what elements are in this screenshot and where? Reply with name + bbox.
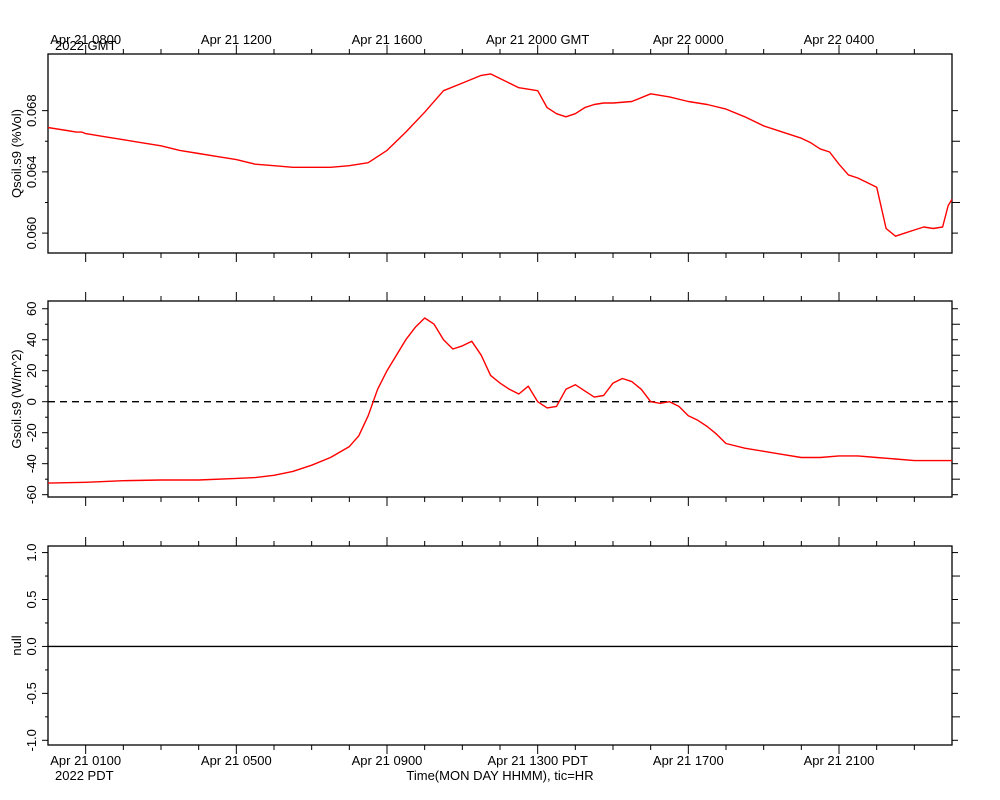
bottom-time-axis: Apr 21 0100 Apr 21 0500 Apr 21 0900 Apr 21 …	[50, 753, 874, 783]
x-axis-title: Time(MON DAY HHMM), tic=HR	[406, 768, 593, 783]
bottom-axis-label: Apr 21 2100	[804, 753, 875, 768]
bottom-axis-label: Apr 21 1300 PDT	[487, 753, 588, 768]
y-tick-label: -20	[24, 423, 39, 442]
y-tick-label: -0.5	[24, 682, 39, 704]
panel-3: -1.0 -0.5 0.0 0.5 1.0 null	[9, 537, 960, 754]
y-tick-label: -1.0	[24, 729, 39, 751]
y-tick-label: -60	[24, 485, 39, 504]
y-tick-label: 60	[24, 302, 39, 316]
panel-frame	[47, 545, 953, 746]
y-tick-label: 0.064	[24, 156, 39, 189]
bottom-axis-label: Apr 21 1700	[653, 753, 724, 768]
panel-frame	[47, 53, 953, 254]
y-tick-label: 0	[24, 398, 39, 405]
top-axis-label: Apr 21 1600	[352, 32, 423, 47]
top-axis-label: Apr 22 0000	[653, 32, 724, 47]
y-tick-label: 40	[24, 333, 39, 347]
top-axis-label: Apr 21 1200	[201, 32, 272, 47]
y-axis-label: Gsoil.s9 (W/m^2)	[9, 349, 24, 448]
y-tick-label: 1.0	[24, 544, 39, 562]
y-tick-label: 20	[24, 363, 39, 377]
bottom-axis-label: Apr 21 0900	[352, 753, 423, 768]
bottom-axis-label: Apr 21 0100	[50, 753, 121, 768]
series-line-2	[47, 317, 952, 484]
y-axis-label: Qsoil.s9 (%Vol)	[9, 109, 24, 198]
y-tick-label: -40	[24, 454, 39, 473]
y-axis-label: null	[9, 635, 24, 655]
y-tick-label: 0.068	[24, 94, 39, 127]
series-line-1	[47, 73, 953, 237]
y-tick-label: 0.060	[24, 217, 39, 250]
top-axis-label: Apr 22 0400	[804, 32, 875, 47]
top-axis-label: Apr 21 0800	[50, 32, 121, 47]
bottom-axis-label: Apr 21 0500	[201, 753, 272, 768]
panel-2: -60 -40 -20 0 20 40 60 Gsoil.s9 (W/m^2)	[9, 292, 960, 506]
y-tick-label: 0.0	[24, 637, 39, 655]
top-axis-label: Apr 21 2000 GMT	[486, 32, 589, 47]
y-tick-label: 0.5	[24, 590, 39, 608]
bottom-axis-year-label: 2022 PDT	[55, 768, 114, 783]
panel-frame	[47, 300, 953, 498]
